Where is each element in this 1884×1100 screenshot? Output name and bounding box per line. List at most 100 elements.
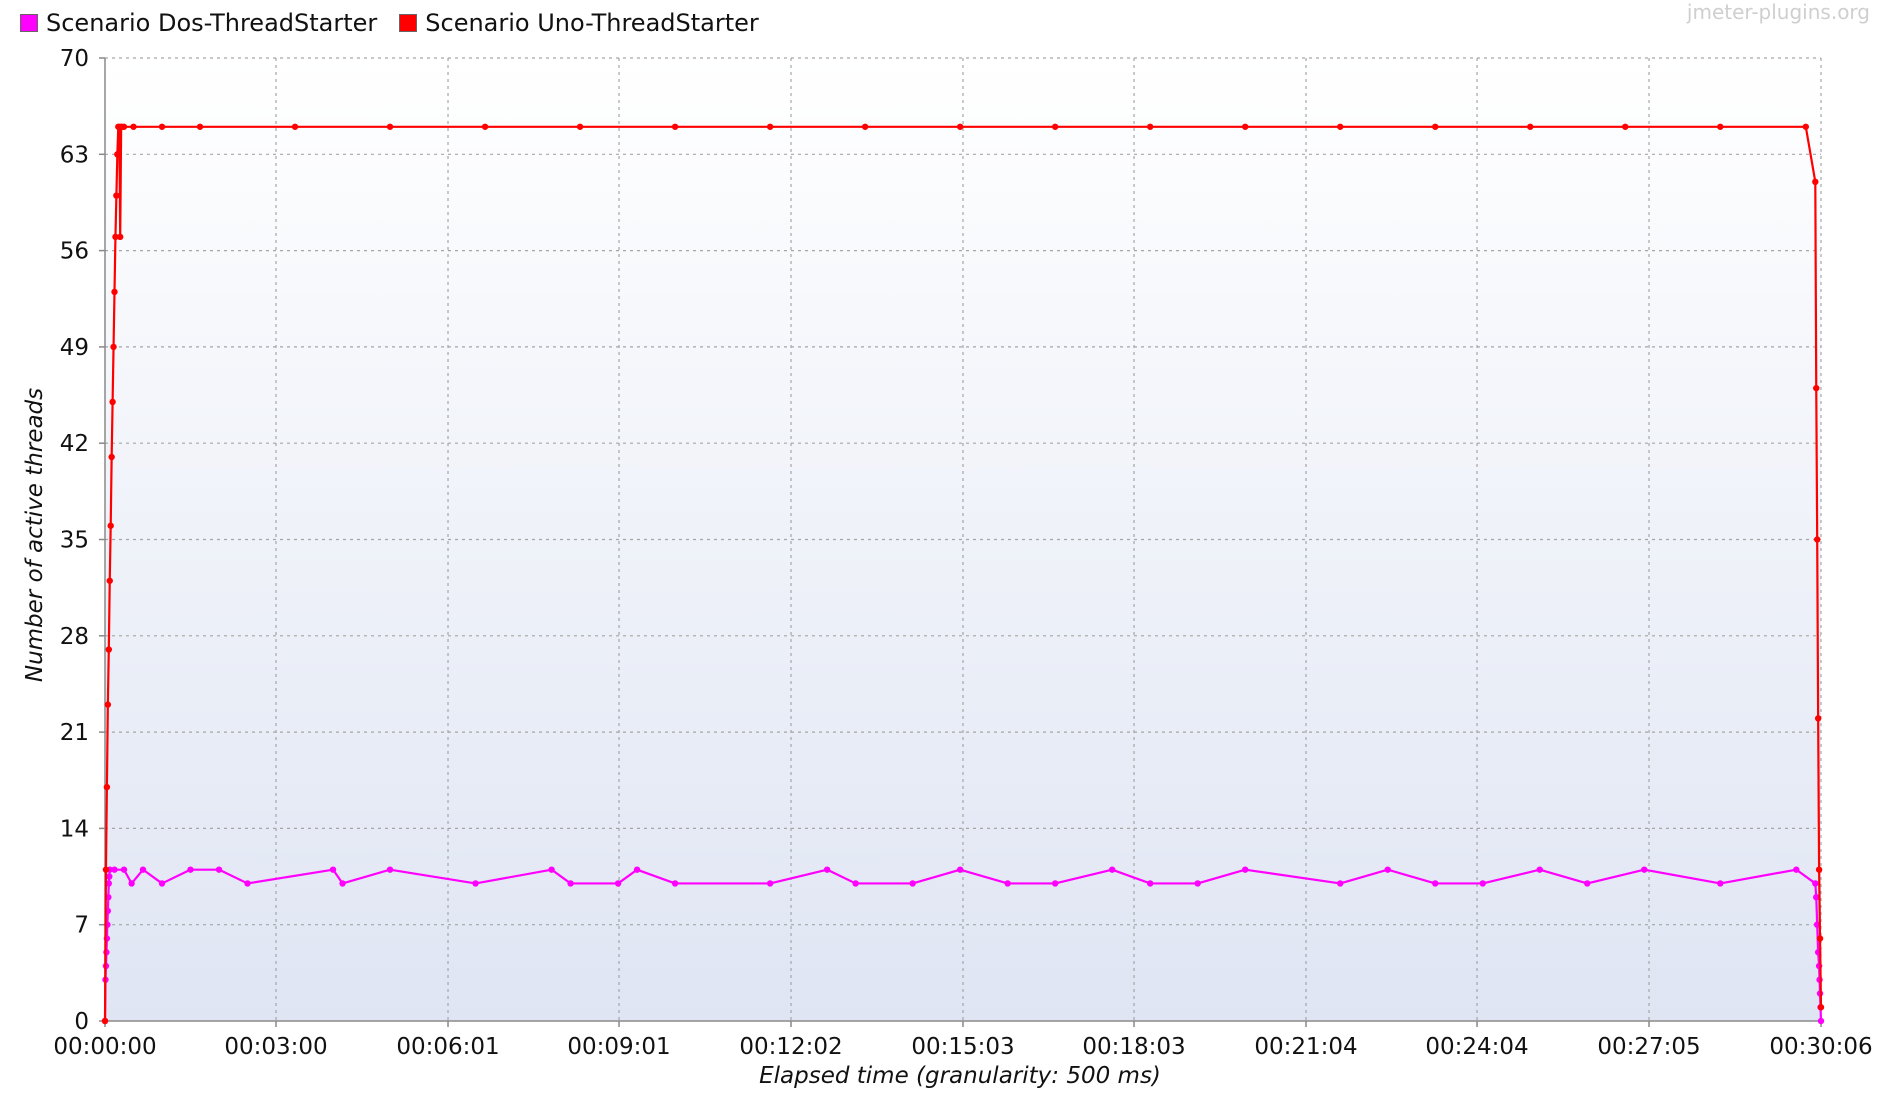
x-tick-label: 00:27:05 xyxy=(1597,1034,1700,1060)
data-point xyxy=(120,123,128,130)
data-point xyxy=(1815,866,1823,873)
data-point xyxy=(1812,178,1819,186)
data-point xyxy=(671,880,679,887)
x-tick-label: 00:06:01 xyxy=(396,1034,499,1060)
x-tick-label: 00:09:01 xyxy=(567,1034,670,1060)
x-tick-label: 00:12:02 xyxy=(739,1034,842,1060)
x-tick-label: 00:30:06 xyxy=(1769,1034,1872,1060)
data-point xyxy=(106,577,113,584)
data-point xyxy=(1108,866,1116,873)
legend-swatch-dos xyxy=(20,14,38,32)
data-point xyxy=(1817,1004,1825,1011)
data-point xyxy=(1813,384,1820,392)
y-tick-label: 63 xyxy=(60,142,89,168)
legend-swatch-uno xyxy=(399,14,418,32)
x-tick-label: 00:00:00 xyxy=(53,1034,156,1060)
data-point xyxy=(1432,123,1439,130)
series-layer xyxy=(101,123,1825,1025)
data-point xyxy=(1814,715,1822,722)
data-point xyxy=(1432,880,1439,887)
data-point xyxy=(852,880,859,887)
data-point xyxy=(1641,866,1648,873)
y-tick-label: 49 xyxy=(60,335,89,361)
tick-labels: 0 7 14 21 28 35 42 49 56 63 70 00:00:00 00:03:00 00:0… xyxy=(53,46,1872,1060)
x-axis-label: Elapsed time (granularity: 500 ms) xyxy=(759,1063,1161,1089)
y-axis-label: Number of active threads xyxy=(22,388,48,682)
data-point xyxy=(111,866,118,873)
data-point xyxy=(108,453,115,461)
x-tick-label: 00:24:04 xyxy=(1425,1034,1528,1060)
x-tick-label: 00:03:00 xyxy=(224,1034,327,1060)
data-point xyxy=(128,880,135,887)
y-tick-label: 56 xyxy=(60,239,89,265)
data-point xyxy=(766,123,774,130)
data-point xyxy=(101,1017,109,1025)
data-point xyxy=(614,880,622,887)
data-point xyxy=(1384,866,1391,873)
data-point xyxy=(1536,866,1543,873)
x-tick-label: 00:18:03 xyxy=(1082,1034,1185,1060)
data-point xyxy=(956,123,964,130)
data-point xyxy=(103,783,111,791)
y-tick-label: 0 xyxy=(74,1009,89,1035)
data-point xyxy=(339,880,346,887)
data-point xyxy=(106,873,113,880)
y-tick-label: 70 xyxy=(60,46,89,72)
data-point xyxy=(107,522,114,529)
data-point xyxy=(105,880,113,887)
data-point xyxy=(861,123,869,130)
data-point xyxy=(1194,880,1201,887)
data-point xyxy=(1337,123,1344,130)
data-point xyxy=(1004,880,1011,887)
y-tick-label: 14 xyxy=(60,816,89,842)
data-point xyxy=(1242,123,1249,130)
data-point xyxy=(102,866,110,873)
data-point xyxy=(329,866,337,873)
y-tick-label: 28 xyxy=(60,624,89,650)
data-point xyxy=(1051,880,1059,887)
data-point xyxy=(472,880,479,887)
data-point xyxy=(158,123,166,130)
data-point xyxy=(671,123,679,130)
data-point xyxy=(105,646,113,653)
data-point xyxy=(120,866,128,873)
y-tick-label: 42 xyxy=(60,431,89,457)
data-point xyxy=(1051,123,1059,130)
data-point xyxy=(1479,880,1486,887)
data-point xyxy=(1717,123,1724,130)
data-point xyxy=(112,233,119,241)
data-point xyxy=(1584,880,1591,887)
y-tick-label: 35 xyxy=(60,528,89,554)
data-point xyxy=(633,866,641,873)
data-point xyxy=(823,866,831,873)
data-point xyxy=(113,192,120,199)
data-point xyxy=(130,123,137,130)
data-point xyxy=(1814,536,1821,543)
data-point xyxy=(1813,893,1820,901)
data-point xyxy=(111,288,118,296)
data-point xyxy=(1812,880,1819,887)
legend-label-dos: Scenario Dos-ThreadStarter xyxy=(46,9,378,37)
data-point xyxy=(548,866,555,873)
data-point xyxy=(386,123,394,130)
watermark: jmeter-plugins.org xyxy=(1686,0,1870,24)
data-point xyxy=(114,151,121,158)
legend: Scenario Dos-ThreadStarter Scenario Uno-… xyxy=(20,6,781,40)
data-point xyxy=(956,866,964,873)
data-point xyxy=(1146,123,1154,130)
legend-item-uno: Scenario Uno-ThreadStarter xyxy=(399,9,759,37)
data-point xyxy=(158,880,166,887)
grid xyxy=(105,57,1822,1021)
data-point xyxy=(244,880,251,887)
data-point xyxy=(215,866,223,873)
data-point xyxy=(567,880,574,887)
data-point xyxy=(187,866,194,873)
data-point xyxy=(481,123,489,130)
data-point xyxy=(104,701,112,708)
data-point xyxy=(1242,866,1249,873)
x-tick-label: 00:21:04 xyxy=(1254,1034,1357,1060)
data-point xyxy=(1146,880,1154,887)
data-point xyxy=(1527,123,1534,130)
data-point xyxy=(576,123,584,130)
data-point xyxy=(386,866,394,873)
